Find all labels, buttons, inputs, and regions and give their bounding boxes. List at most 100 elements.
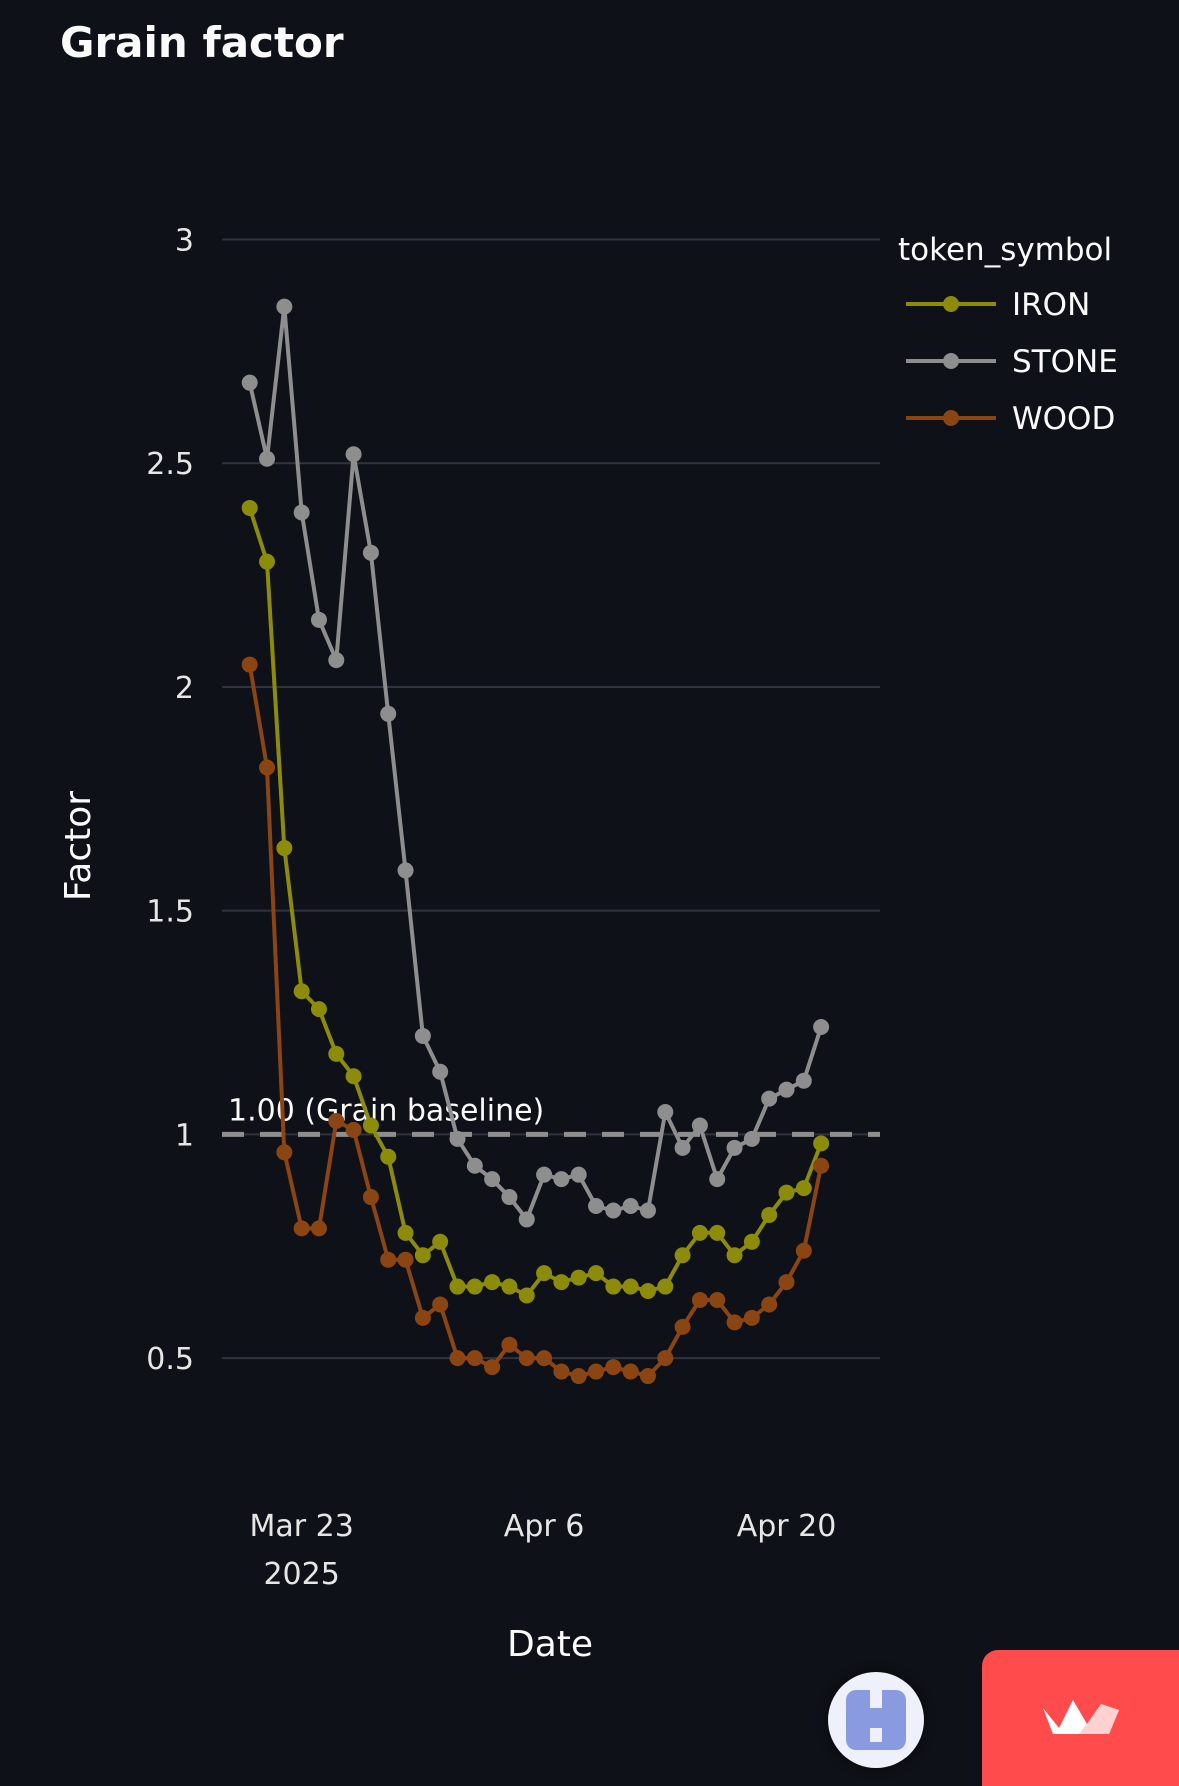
data-point-stone — [622, 1198, 639, 1214]
data-point-iron — [657, 1278, 674, 1295]
data-point-iron — [674, 1247, 691, 1264]
data-point-stone — [310, 611, 327, 628]
data-point-iron — [536, 1265, 553, 1282]
data-point-wood — [605, 1359, 622, 1376]
legend-swatch-marker — [943, 410, 959, 426]
data-point-stone — [726, 1139, 743, 1156]
data-point-wood — [622, 1363, 639, 1380]
data-point-wood — [778, 1274, 795, 1291]
data-point-stone — [605, 1202, 622, 1219]
data-point-stone — [397, 862, 414, 879]
data-point-iron — [726, 1247, 743, 1264]
page-title: Grain factor — [60, 18, 344, 67]
legend-swatch-marker — [943, 296, 959, 312]
data-point-wood — [241, 656, 258, 673]
data-point-iron — [813, 1135, 830, 1152]
y-axis-title: Factor — [58, 791, 99, 901]
data-point-stone — [674, 1139, 691, 1156]
x-tick-sublabel: 2025 — [263, 1557, 339, 1592]
gridlines — [222, 238, 880, 1360]
data-point-stone — [536, 1166, 553, 1183]
y-tick-label: 2.5 — [146, 447, 194, 482]
data-point-iron — [432, 1233, 449, 1250]
x-axis-title: Date — [507, 1624, 593, 1665]
data-point-stone — [241, 374, 258, 391]
data-point-iron — [310, 1001, 327, 1018]
legend-item-iron[interactable]: IRON — [906, 287, 1090, 323]
data-point-stone — [328, 652, 345, 669]
data-point-stone — [362, 544, 379, 561]
data-point-stone — [639, 1202, 656, 1219]
data-point-iron — [276, 840, 293, 857]
data-point-iron — [622, 1278, 639, 1295]
data-point-iron — [605, 1278, 622, 1295]
data-point-iron — [709, 1224, 726, 1241]
deploy-badge[interactable] — [982, 1650, 1179, 1786]
y-tick-label: 0.5 — [146, 1342, 194, 1377]
data-point-wood — [674, 1318, 691, 1335]
data-point-iron — [778, 1184, 795, 1201]
data-point-iron — [466, 1278, 483, 1295]
legend-label: IRON — [1012, 287, 1090, 323]
data-point-iron — [501, 1278, 518, 1295]
series-stone — [241, 298, 830, 1228]
data-point-stone — [466, 1157, 483, 1174]
baseline-label: 1.00 (Grain baseline) — [228, 1093, 544, 1128]
legend-item-stone[interactable]: STONE — [906, 344, 1118, 380]
series-line-iron — [247, 507, 823, 1298]
data-point-wood — [310, 1220, 327, 1237]
series-line-wood — [247, 664, 824, 1378]
x-axis-ticks: Mar 23 2025 Apr 6 Apr 20 — [249, 1509, 836, 1592]
app-icon — [846, 1690, 906, 1750]
legend[interactable]: token_symbol IRON STONE WOOD — [898, 232, 1118, 437]
y-tick-label: 1.5 — [146, 895, 194, 930]
data-point-wood — [466, 1350, 483, 1367]
data-point-iron — [761, 1206, 778, 1223]
series-line-stone — [247, 304, 824, 1222]
crown-icon — [1042, 1700, 1119, 1734]
data-point-iron — [414, 1247, 431, 1264]
data-point-stone — [691, 1117, 708, 1134]
legend-title: token_symbol — [898, 232, 1112, 268]
data-point-stone — [588, 1198, 605, 1214]
data-point-wood — [518, 1350, 535, 1367]
legend-swatch-marker — [943, 353, 959, 369]
data-point-wood — [743, 1309, 760, 1326]
y-tick-label: 2 — [175, 671, 194, 706]
data-point-iron — [743, 1233, 760, 1250]
data-point-stone — [432, 1063, 449, 1080]
data-point-stone — [743, 1130, 760, 1147]
data-point-stone — [345, 446, 362, 463]
data-point-wood — [345, 1121, 362, 1138]
data-point-wood — [761, 1296, 778, 1313]
data-point-wood — [380, 1251, 397, 1268]
data-point-stone — [795, 1072, 812, 1089]
series-wood — [241, 656, 830, 1385]
data-point-iron — [380, 1148, 397, 1165]
data-point-iron — [795, 1180, 812, 1197]
x-tick-label: Apr 6 — [504, 1509, 585, 1544]
data-point-stone — [813, 1019, 830, 1036]
data-point-wood — [795, 1242, 812, 1259]
data-point-iron — [362, 1117, 379, 1134]
app-menu-button[interactable] — [828, 1672, 924, 1768]
data-point-wood — [639, 1368, 656, 1385]
data-point-stone — [293, 504, 310, 521]
data-point-iron — [241, 499, 258, 516]
data-point-stone — [484, 1171, 501, 1188]
data-point-wood — [570, 1368, 587, 1385]
legend-item-wood[interactable]: WOOD — [906, 401, 1115, 437]
data-point-stone — [657, 1104, 674, 1121]
data-point-stone — [778, 1081, 795, 1098]
data-point-wood — [588, 1363, 605, 1380]
data-point-iron — [397, 1224, 414, 1241]
data-point-wood — [259, 759, 276, 776]
legend-label: STONE — [1012, 344, 1118, 380]
data-point-wood — [709, 1291, 726, 1308]
data-point-wood — [553, 1363, 570, 1380]
data-point-iron — [691, 1224, 708, 1241]
data-point-wood — [691, 1291, 708, 1308]
data-point-stone — [518, 1211, 535, 1228]
data-point-wood — [449, 1350, 466, 1367]
